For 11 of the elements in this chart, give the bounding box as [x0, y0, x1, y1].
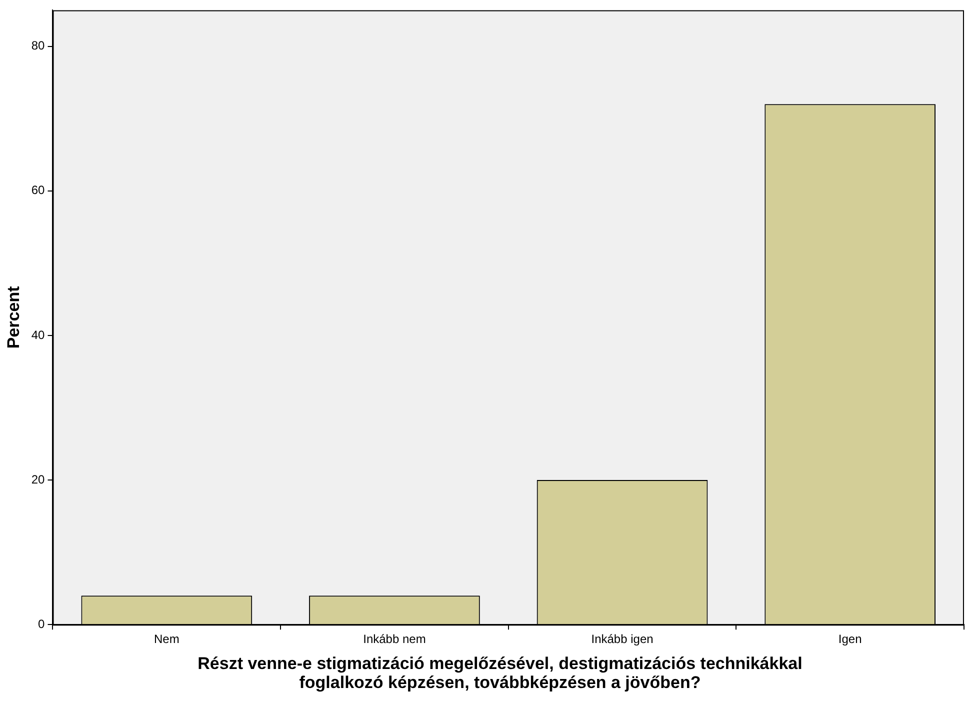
- x-tick-label: Inkább nem: [363, 632, 426, 646]
- y-tick-label: 60: [31, 183, 46, 198]
- y-tick-label: 0: [38, 616, 46, 631]
- x-tick-label: Inkább igen: [591, 632, 654, 646]
- y-tick-label: 80: [31, 38, 46, 53]
- x-axis-title: Részt venne-e stigmatizáció megelőzésével, destigmatizációs technikákkal foglalkozó képzésen, továbbképzésen a jövőben?: [196, 654, 804, 692]
- y-axis-title: Percent: [4, 286, 23, 349]
- y-tick-label: 40: [31, 328, 46, 342]
- x-tick-label: Igen: [838, 632, 862, 646]
- x-tick-label: Nem: [154, 632, 180, 646]
- y-tick-label: 20: [31, 472, 46, 486]
